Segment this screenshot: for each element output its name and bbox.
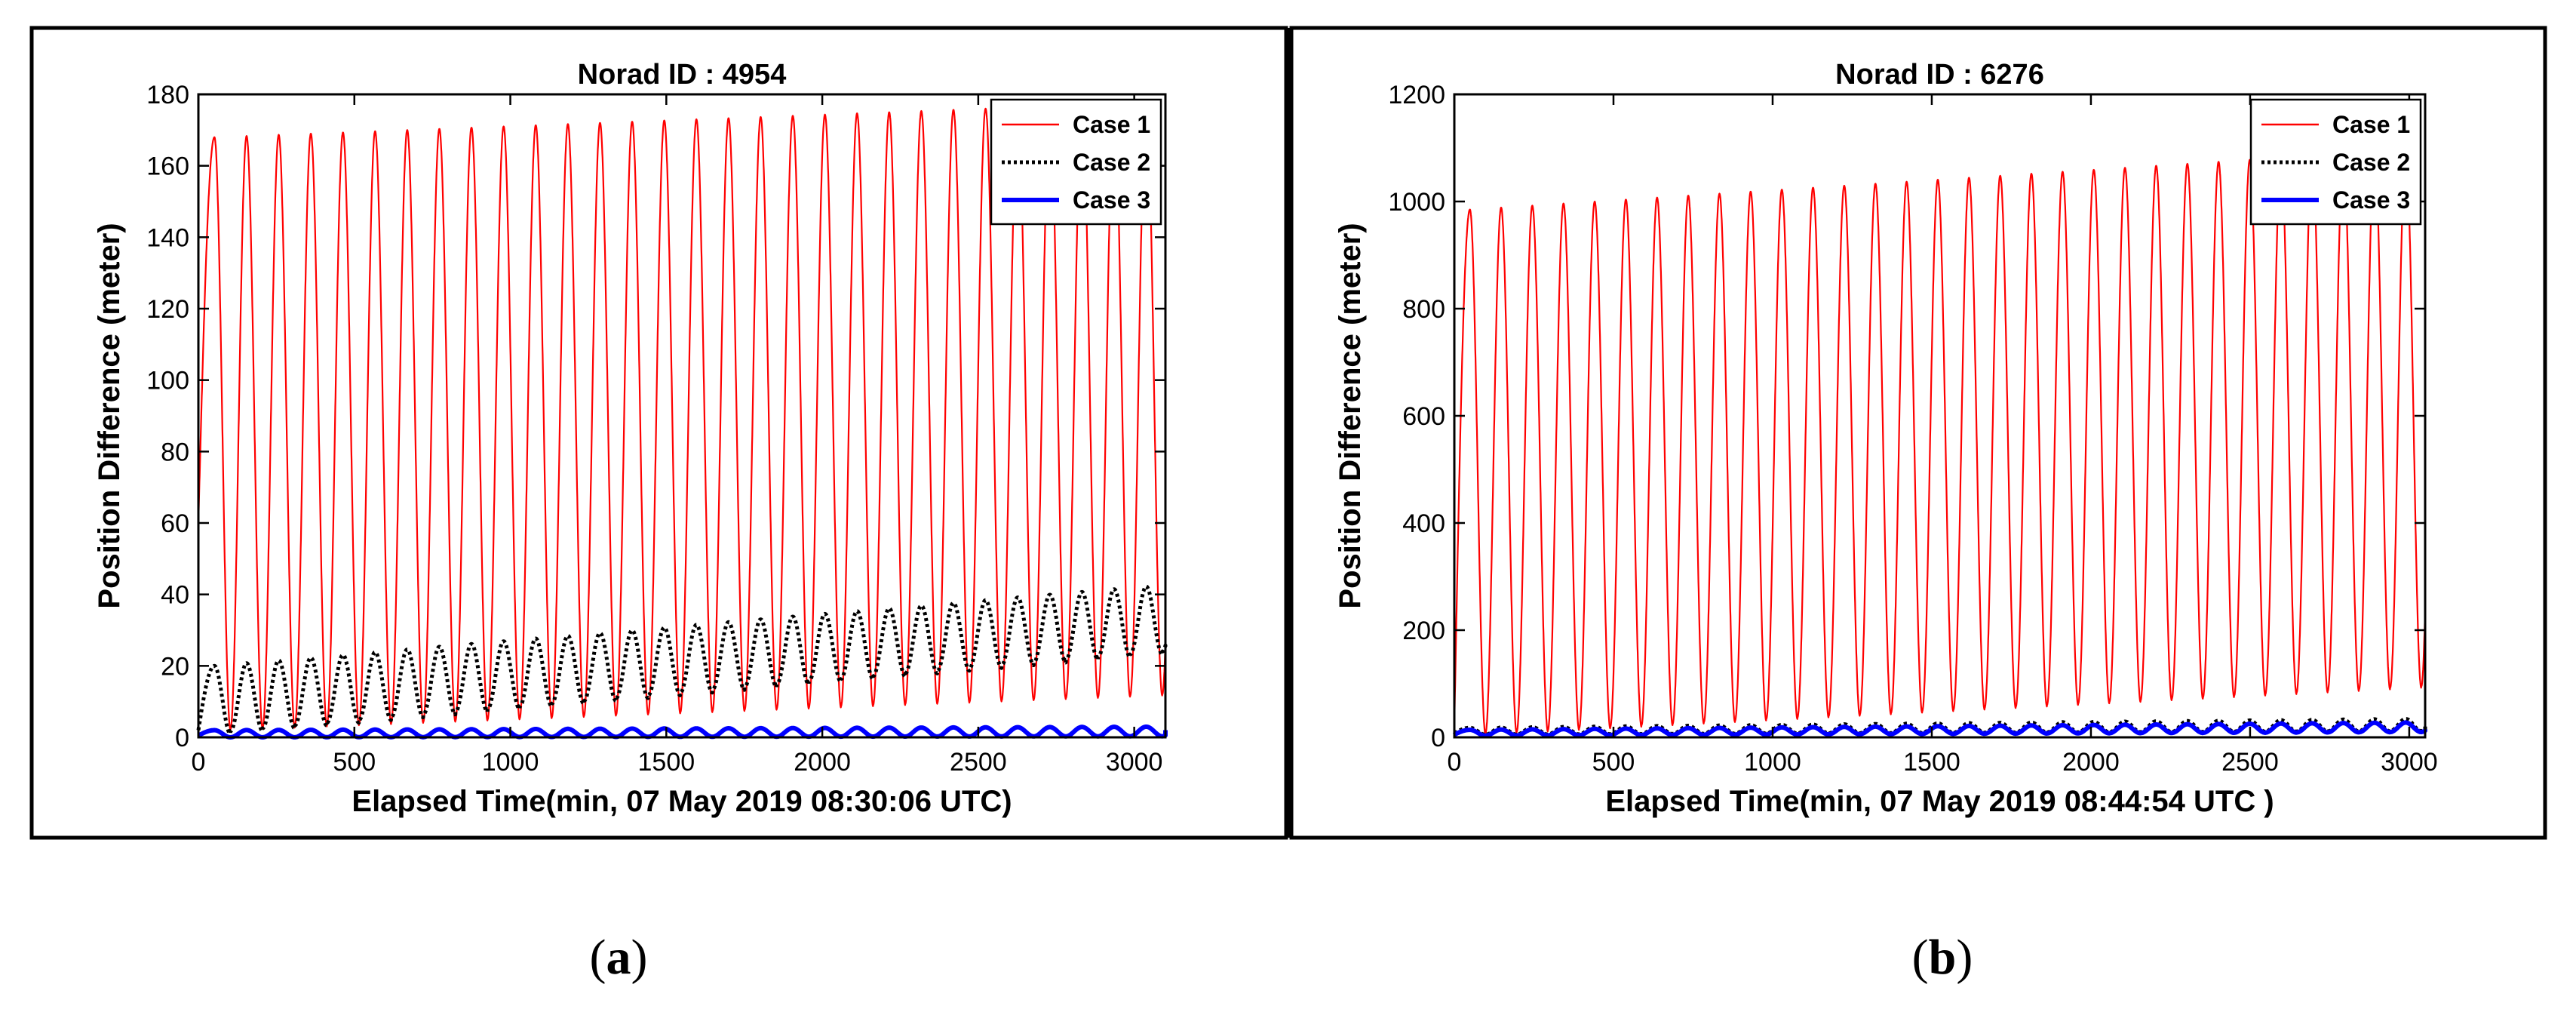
y-tick-label: 1000 bbox=[1388, 188, 1445, 217]
chart-title: Norad ID : 6276 bbox=[1835, 59, 2044, 91]
x-tick-label: 1000 bbox=[482, 748, 539, 777]
y-tick-label: 200 bbox=[1402, 617, 1445, 645]
x-tick-label: 500 bbox=[1592, 748, 1635, 777]
legend-label-case-2: Case 2 bbox=[1073, 149, 1150, 176]
x-tick-label: 2000 bbox=[2062, 748, 2120, 777]
y-tick-label: 80 bbox=[161, 438, 189, 466]
chart-b: 0 500 1000 1500 2000 2500 3000 0 200 400 600 800 100… bbox=[1334, 59, 2438, 818]
y-tick-label: 400 bbox=[1402, 509, 1445, 538]
legend: Case 1 Case 2 Case 3 bbox=[990, 98, 1162, 226]
x-tick-label: 3000 bbox=[2381, 748, 2438, 777]
x-tick-label: 1500 bbox=[1903, 748, 1960, 777]
series-group bbox=[1452, 149, 2427, 738]
x-axis-label: Elapsed Time(min, 07 May 2019 08:44:54 U… bbox=[1605, 785, 2274, 818]
y-axis-label: Position Difference (meter) bbox=[1334, 223, 1367, 608]
legend-label-case-1: Case 1 bbox=[2332, 111, 2410, 138]
axes-box bbox=[197, 93, 1167, 739]
x-tick-label: 500 bbox=[333, 748, 376, 777]
legend-box bbox=[990, 98, 1162, 226]
x-tick-label: 1000 bbox=[1744, 748, 1801, 777]
legend-label-case-3: Case 3 bbox=[2332, 186, 2410, 214]
x-axis-label: Elapsed Time(min, 07 May 2019 08:30:06 U… bbox=[352, 785, 1012, 818]
legend-box bbox=[2249, 98, 2422, 226]
y-tick-label: 20 bbox=[161, 652, 189, 681]
legend-label-case-3: Case 3 bbox=[1073, 186, 1150, 214]
y-tick-label: 0 bbox=[1431, 724, 1445, 752]
chart-a: 0 500 1000 1500 2000 2500 3000 0 20 40 60 80 100 120 1… bbox=[93, 59, 1168, 818]
panel-label-b: (b) bbox=[1912, 930, 1973, 985]
chart-title: Norad ID : 4954 bbox=[578, 59, 787, 91]
y-tick-label: 180 bbox=[146, 81, 189, 109]
x-tick-label: 0 bbox=[1448, 748, 1462, 777]
panel-b-frame bbox=[1289, 26, 2547, 840]
y-tick-label: 140 bbox=[146, 223, 189, 252]
y-tick-label: 160 bbox=[146, 152, 189, 181]
y-tick-label: 40 bbox=[161, 581, 189, 610]
y-tick-label: 100 bbox=[146, 367, 189, 395]
legend: Case 1 Case 2 Case 3 bbox=[2249, 98, 2422, 226]
y-tick-label: 120 bbox=[146, 295, 189, 324]
series-line-case-3 bbox=[1452, 720, 2427, 738]
x-tick-label: 2500 bbox=[950, 748, 1007, 777]
y-tick-label: 0 bbox=[175, 724, 189, 752]
panel-a-frame bbox=[29, 26, 1288, 840]
x-tick-label: 2500 bbox=[2221, 748, 2279, 777]
y-tick-label: 60 bbox=[161, 509, 189, 538]
x-tick-label: 2000 bbox=[794, 748, 851, 777]
legend-label-case-1: Case 1 bbox=[1073, 111, 1150, 138]
legend-label-case-2: Case 2 bbox=[2332, 149, 2410, 176]
x-tick-label: 3000 bbox=[1106, 748, 1163, 777]
y-tick-label: 600 bbox=[1402, 402, 1445, 431]
y-tick-label: 1200 bbox=[1388, 81, 1445, 109]
x-tick-label: 1500 bbox=[638, 748, 695, 777]
series-line-case-1 bbox=[1453, 149, 2427, 736]
y-tick-label: 800 bbox=[1402, 295, 1445, 324]
x-tick-label: 0 bbox=[192, 748, 206, 777]
panel-label-a: (a) bbox=[590, 930, 648, 985]
series-line-case-2 bbox=[196, 584, 1168, 736]
y-axis-label: Position Difference (meter) bbox=[93, 223, 126, 608]
